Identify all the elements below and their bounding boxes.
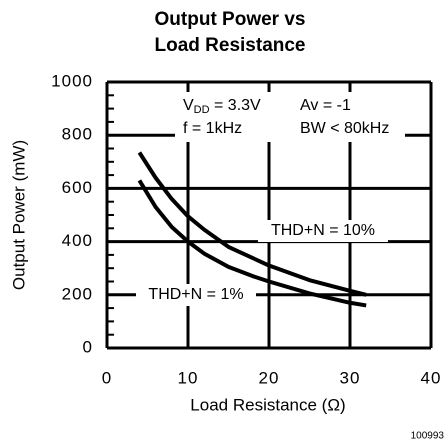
x-tick-label: 30 <box>340 368 361 387</box>
chart-title: Output Power vs <box>155 9 306 30</box>
y-tick-label: 0 <box>83 337 93 356</box>
y-tick-label: 800 <box>62 125 93 144</box>
annotation-part: = 3.3V <box>210 97 261 114</box>
annotation: BW < 80kHz <box>300 120 389 137</box>
annotation: Av = -1 <box>300 97 351 114</box>
annotation: VDD = 3.3V <box>183 97 261 116</box>
series-line <box>137 179 367 308</box>
plot-area: 0 200 400 600 800 1000 0 10 20 30 40 THD+N = 10% THD… <box>51 71 442 387</box>
y-tick-label: 1000 <box>51 71 93 90</box>
series-label: THD+N = 1% <box>148 286 243 303</box>
label-bg <box>175 92 405 142</box>
y-tick-label: 600 <box>62 178 93 197</box>
x-tick-label: 0 <box>102 368 112 387</box>
x-axis-label: Load Resistance (Ω) <box>190 395 345 414</box>
series-line <box>137 151 367 297</box>
x-tick-label: 40 <box>421 368 442 387</box>
series-label: THD+N = 10% <box>271 222 375 239</box>
annotation-part: V <box>183 97 194 114</box>
y-tick-label: 400 <box>62 231 93 250</box>
annotation-part: DD <box>194 104 210 116</box>
label-bg <box>258 220 388 242</box>
y-tick-label: 200 <box>62 284 93 303</box>
chart-title: Load Resistance <box>155 35 306 56</box>
y-axis-label: Output Power (mW) <box>9 140 28 290</box>
x-tick-label: 20 <box>259 368 280 387</box>
x-tick-label: 10 <box>178 368 199 387</box>
label-bg <box>136 284 256 306</box>
annotation: f = 1kHz <box>183 120 242 137</box>
figure-id: 100993 <box>411 431 445 442</box>
